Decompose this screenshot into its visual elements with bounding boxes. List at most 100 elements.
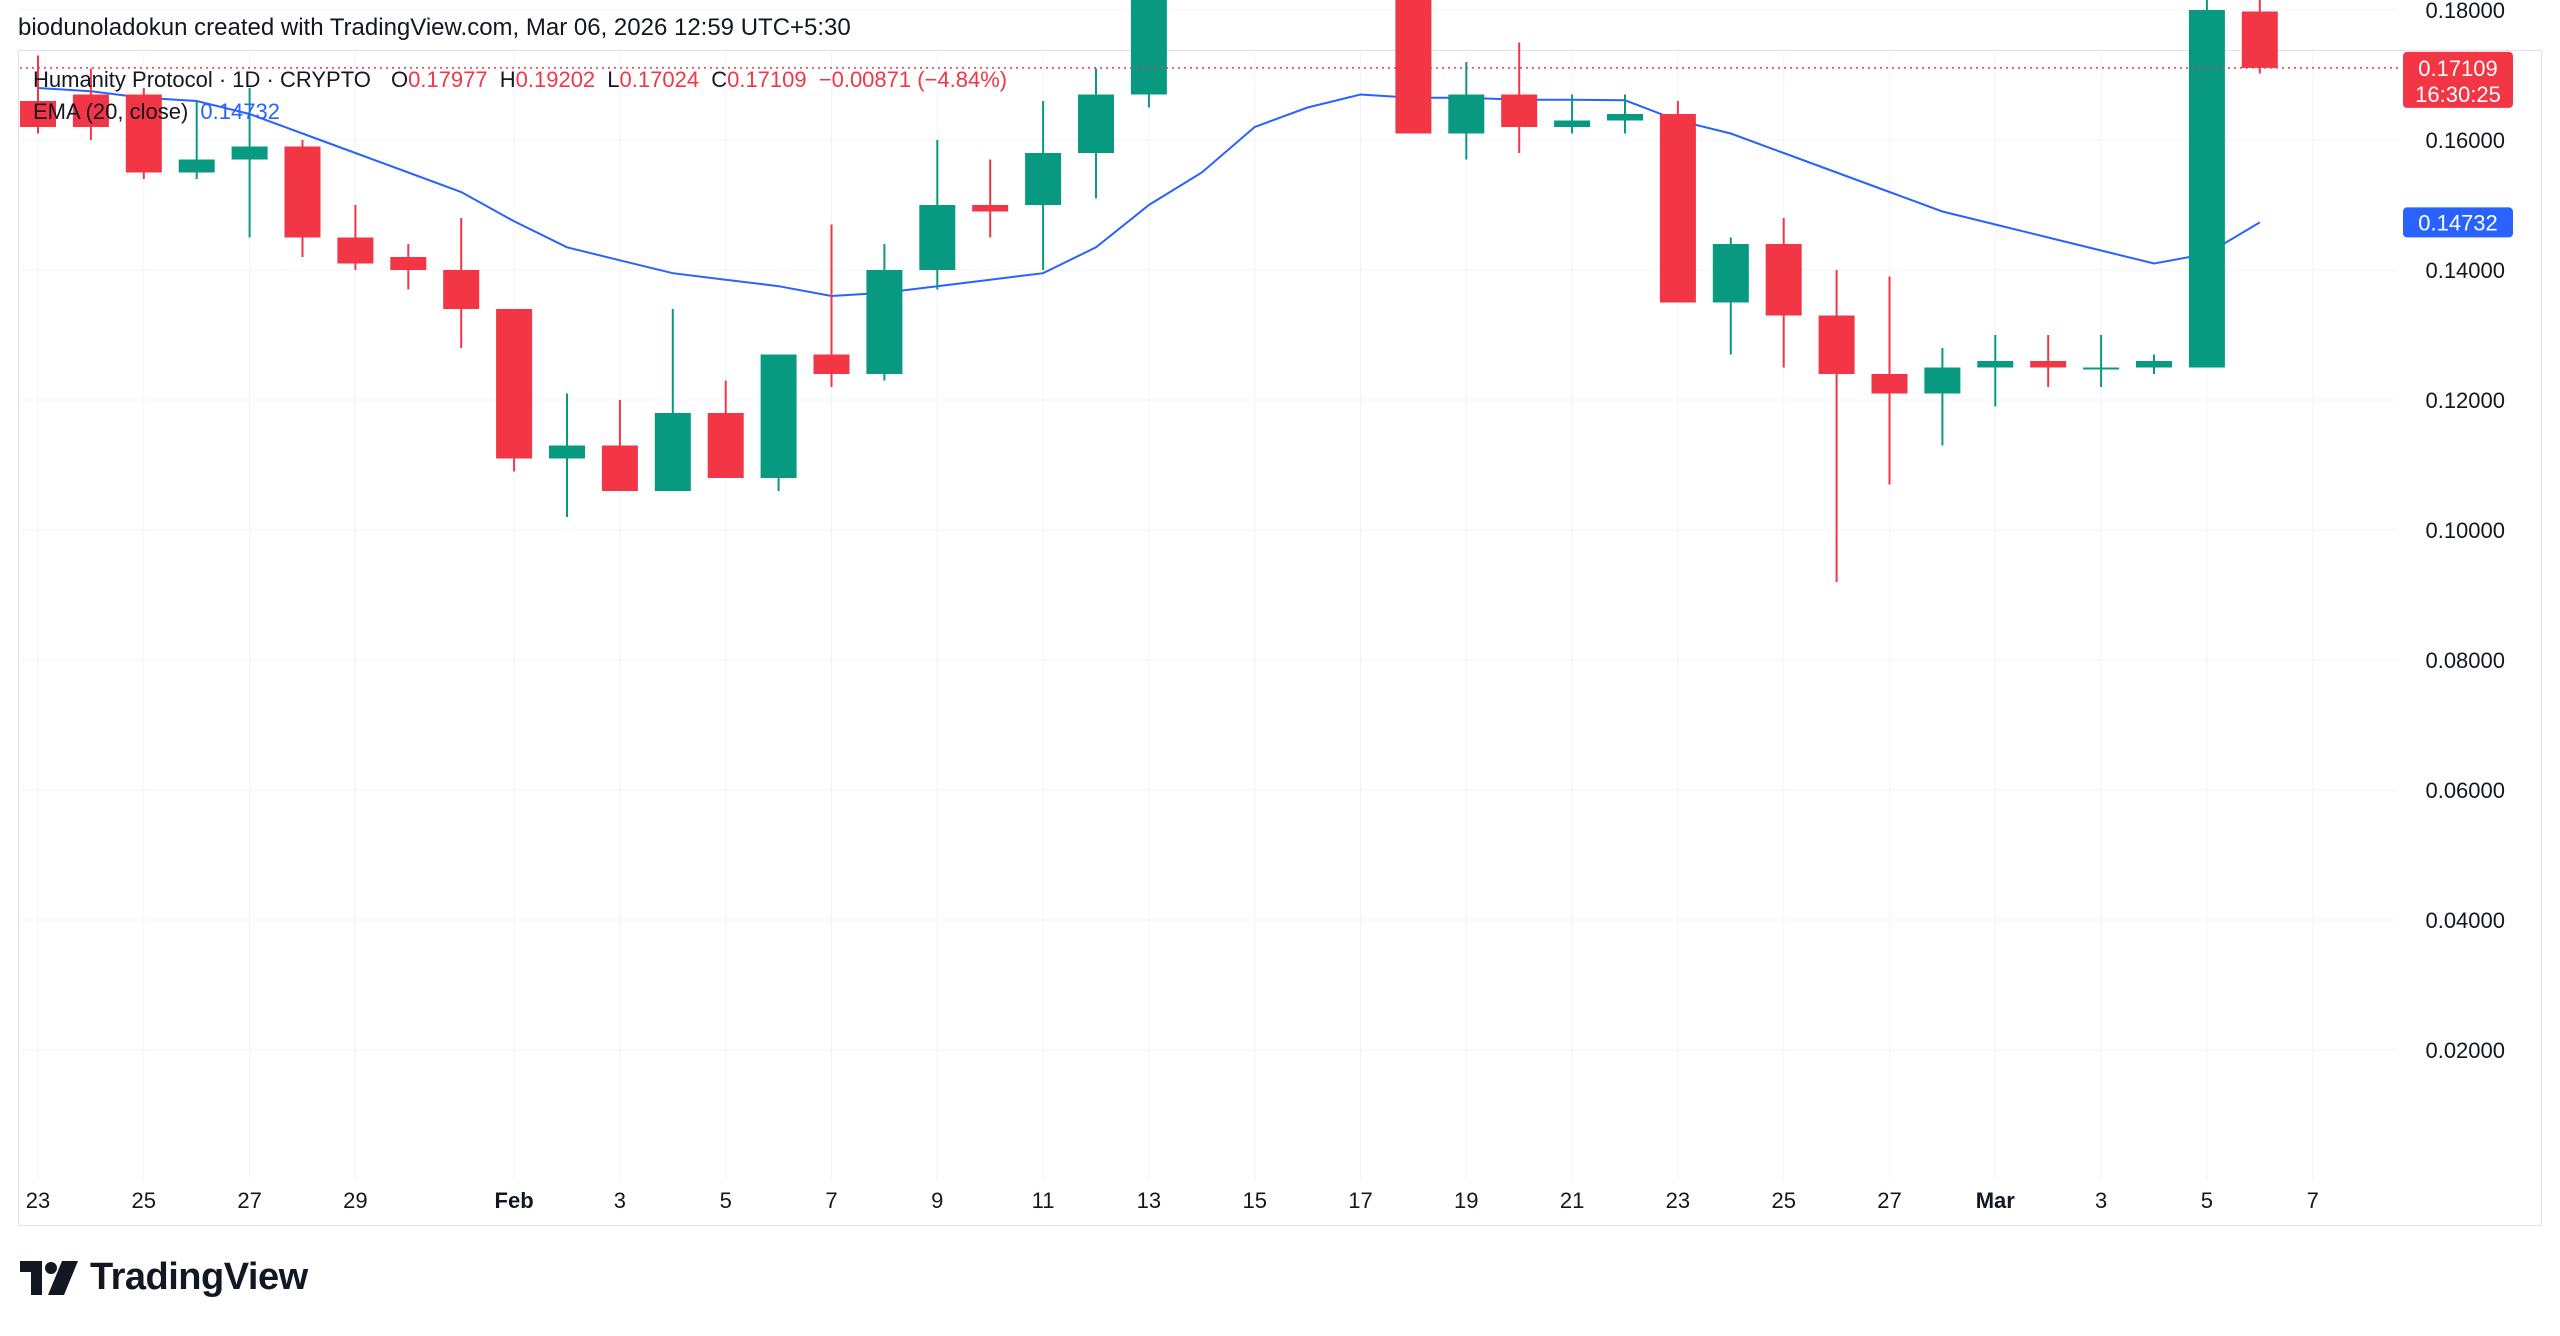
x-tick-label: 25 xyxy=(132,1188,156,1213)
x-tick-label: 23 xyxy=(26,1188,50,1213)
candle xyxy=(919,140,956,290)
candle xyxy=(1659,101,1696,303)
y-tick-label: 0.14000 xyxy=(2425,258,2505,283)
candle xyxy=(1025,101,1062,270)
candle-body xyxy=(231,146,268,160)
candle-body xyxy=(707,413,744,478)
close-label: C xyxy=(711,67,728,92)
candle xyxy=(390,244,427,290)
candle-body xyxy=(1924,367,1961,394)
tradingview-logo[interactable]: TradingView xyxy=(20,1256,308,1299)
close-value: 0.17109 xyxy=(727,67,807,92)
candle xyxy=(1765,218,1802,368)
y-tick-label: 0.12000 xyxy=(2425,388,2505,413)
x-tick-label: 21 xyxy=(1560,1188,1584,1213)
y-tick-label: 0.18000 xyxy=(2425,0,2505,23)
x-tick-label: 13 xyxy=(1137,1188,1161,1213)
x-tick-label: Mar xyxy=(1976,1188,2016,1213)
candle-body xyxy=(2136,361,2172,368)
candle-body xyxy=(125,94,162,173)
candle-body xyxy=(178,159,215,173)
candle-body xyxy=(760,354,797,478)
candle-body xyxy=(1977,361,2014,368)
candle xyxy=(2188,0,2225,368)
open-value: 0.17977 xyxy=(408,67,488,92)
y-tick-label: 0.04000 xyxy=(2425,908,2505,933)
candle-body xyxy=(2083,367,2120,370)
y-tick-label: 0.10000 xyxy=(2425,518,2505,543)
x-tick-label: 5 xyxy=(2201,1188,2213,1213)
x-tick-label: 25 xyxy=(1771,1188,1795,1213)
high-label: H xyxy=(499,67,516,92)
candle xyxy=(1607,94,1643,134)
x-tick-label: 27 xyxy=(237,1188,261,1213)
ema-value: 0.14732 xyxy=(200,99,280,124)
candle xyxy=(284,140,321,257)
x-tick-label: 15 xyxy=(1242,1188,1266,1213)
candle-body xyxy=(1501,94,1538,127)
last-price-badge xyxy=(2403,51,2513,108)
chart-legend: Humanity Protocol · 1D · CRYPTO O0.17977… xyxy=(33,64,1013,128)
candle xyxy=(1924,348,1961,446)
chart-grid xyxy=(20,9,2395,1180)
candle-body xyxy=(1448,94,1485,134)
candle-body xyxy=(20,101,56,127)
low-value: 0.17024 xyxy=(619,67,700,92)
candle xyxy=(1818,270,1855,582)
candle xyxy=(2083,335,2120,387)
candle xyxy=(707,380,744,478)
candle xyxy=(1554,94,1591,134)
candle-body xyxy=(2241,11,2278,68)
x-tick-label: 23 xyxy=(1666,1188,1690,1213)
y-tick-label: 0.16000 xyxy=(2425,128,2505,153)
candle xyxy=(972,159,1009,238)
candle xyxy=(178,101,215,179)
candle xyxy=(125,88,162,179)
candle-body xyxy=(337,237,374,264)
candle-body xyxy=(919,205,956,270)
chart-frame[interactable] xyxy=(18,50,2542,1226)
candle-body xyxy=(654,413,691,491)
chart-credit: biodunoladokun created with TradingView.… xyxy=(18,14,851,41)
x-tick-label: Feb xyxy=(495,1188,534,1213)
candle xyxy=(1501,42,1538,153)
candle xyxy=(866,244,903,381)
candle xyxy=(1130,0,1167,108)
high-value: 0.19202 xyxy=(515,67,596,92)
candle-body xyxy=(443,270,480,309)
candle xyxy=(1712,237,1749,355)
y-tick-label: 0.02000 xyxy=(2425,1038,2505,1063)
candle xyxy=(654,309,691,491)
ohlc-row: Humanity Protocol · 1D · CRYPTO O0.17977… xyxy=(33,64,1013,96)
y-tick-label: 0.08000 xyxy=(2425,648,2505,673)
low-label: L xyxy=(607,67,620,92)
x-tick-label: 9 xyxy=(931,1188,943,1213)
candle-body xyxy=(813,354,850,374)
candle xyxy=(601,400,638,491)
candle-body xyxy=(284,146,321,238)
candle xyxy=(496,309,533,472)
x-tick-label: 17 xyxy=(1348,1188,1372,1213)
y-tick-label: 0.06000 xyxy=(2425,778,2505,803)
candle xyxy=(813,224,850,387)
x-tick-label: 3 xyxy=(2095,1188,2107,1213)
last-price-text: 0.17109 xyxy=(2418,56,2498,81)
candle xyxy=(2030,335,2067,387)
x-tick-label: 7 xyxy=(825,1188,837,1213)
open-label: O xyxy=(390,67,409,92)
candle xyxy=(1871,276,1908,485)
x-tick-label: 11 xyxy=(1032,1188,1055,1213)
ema-line-layer xyxy=(37,87,2261,298)
countdown-text: 16:30:25 xyxy=(2415,82,2501,107)
candle-body xyxy=(1712,244,1749,303)
candle xyxy=(1078,68,1114,199)
candle-body xyxy=(1078,94,1114,153)
candle xyxy=(760,354,797,491)
candle-body xyxy=(1818,315,1855,374)
price-axis: 0.340000.320000.300000.280000.260000.240… xyxy=(2425,0,2505,1063)
x-tick-label: 19 xyxy=(1454,1188,1478,1213)
candle-body xyxy=(1395,0,1432,134)
x-tick-label: 27 xyxy=(1877,1188,1901,1213)
